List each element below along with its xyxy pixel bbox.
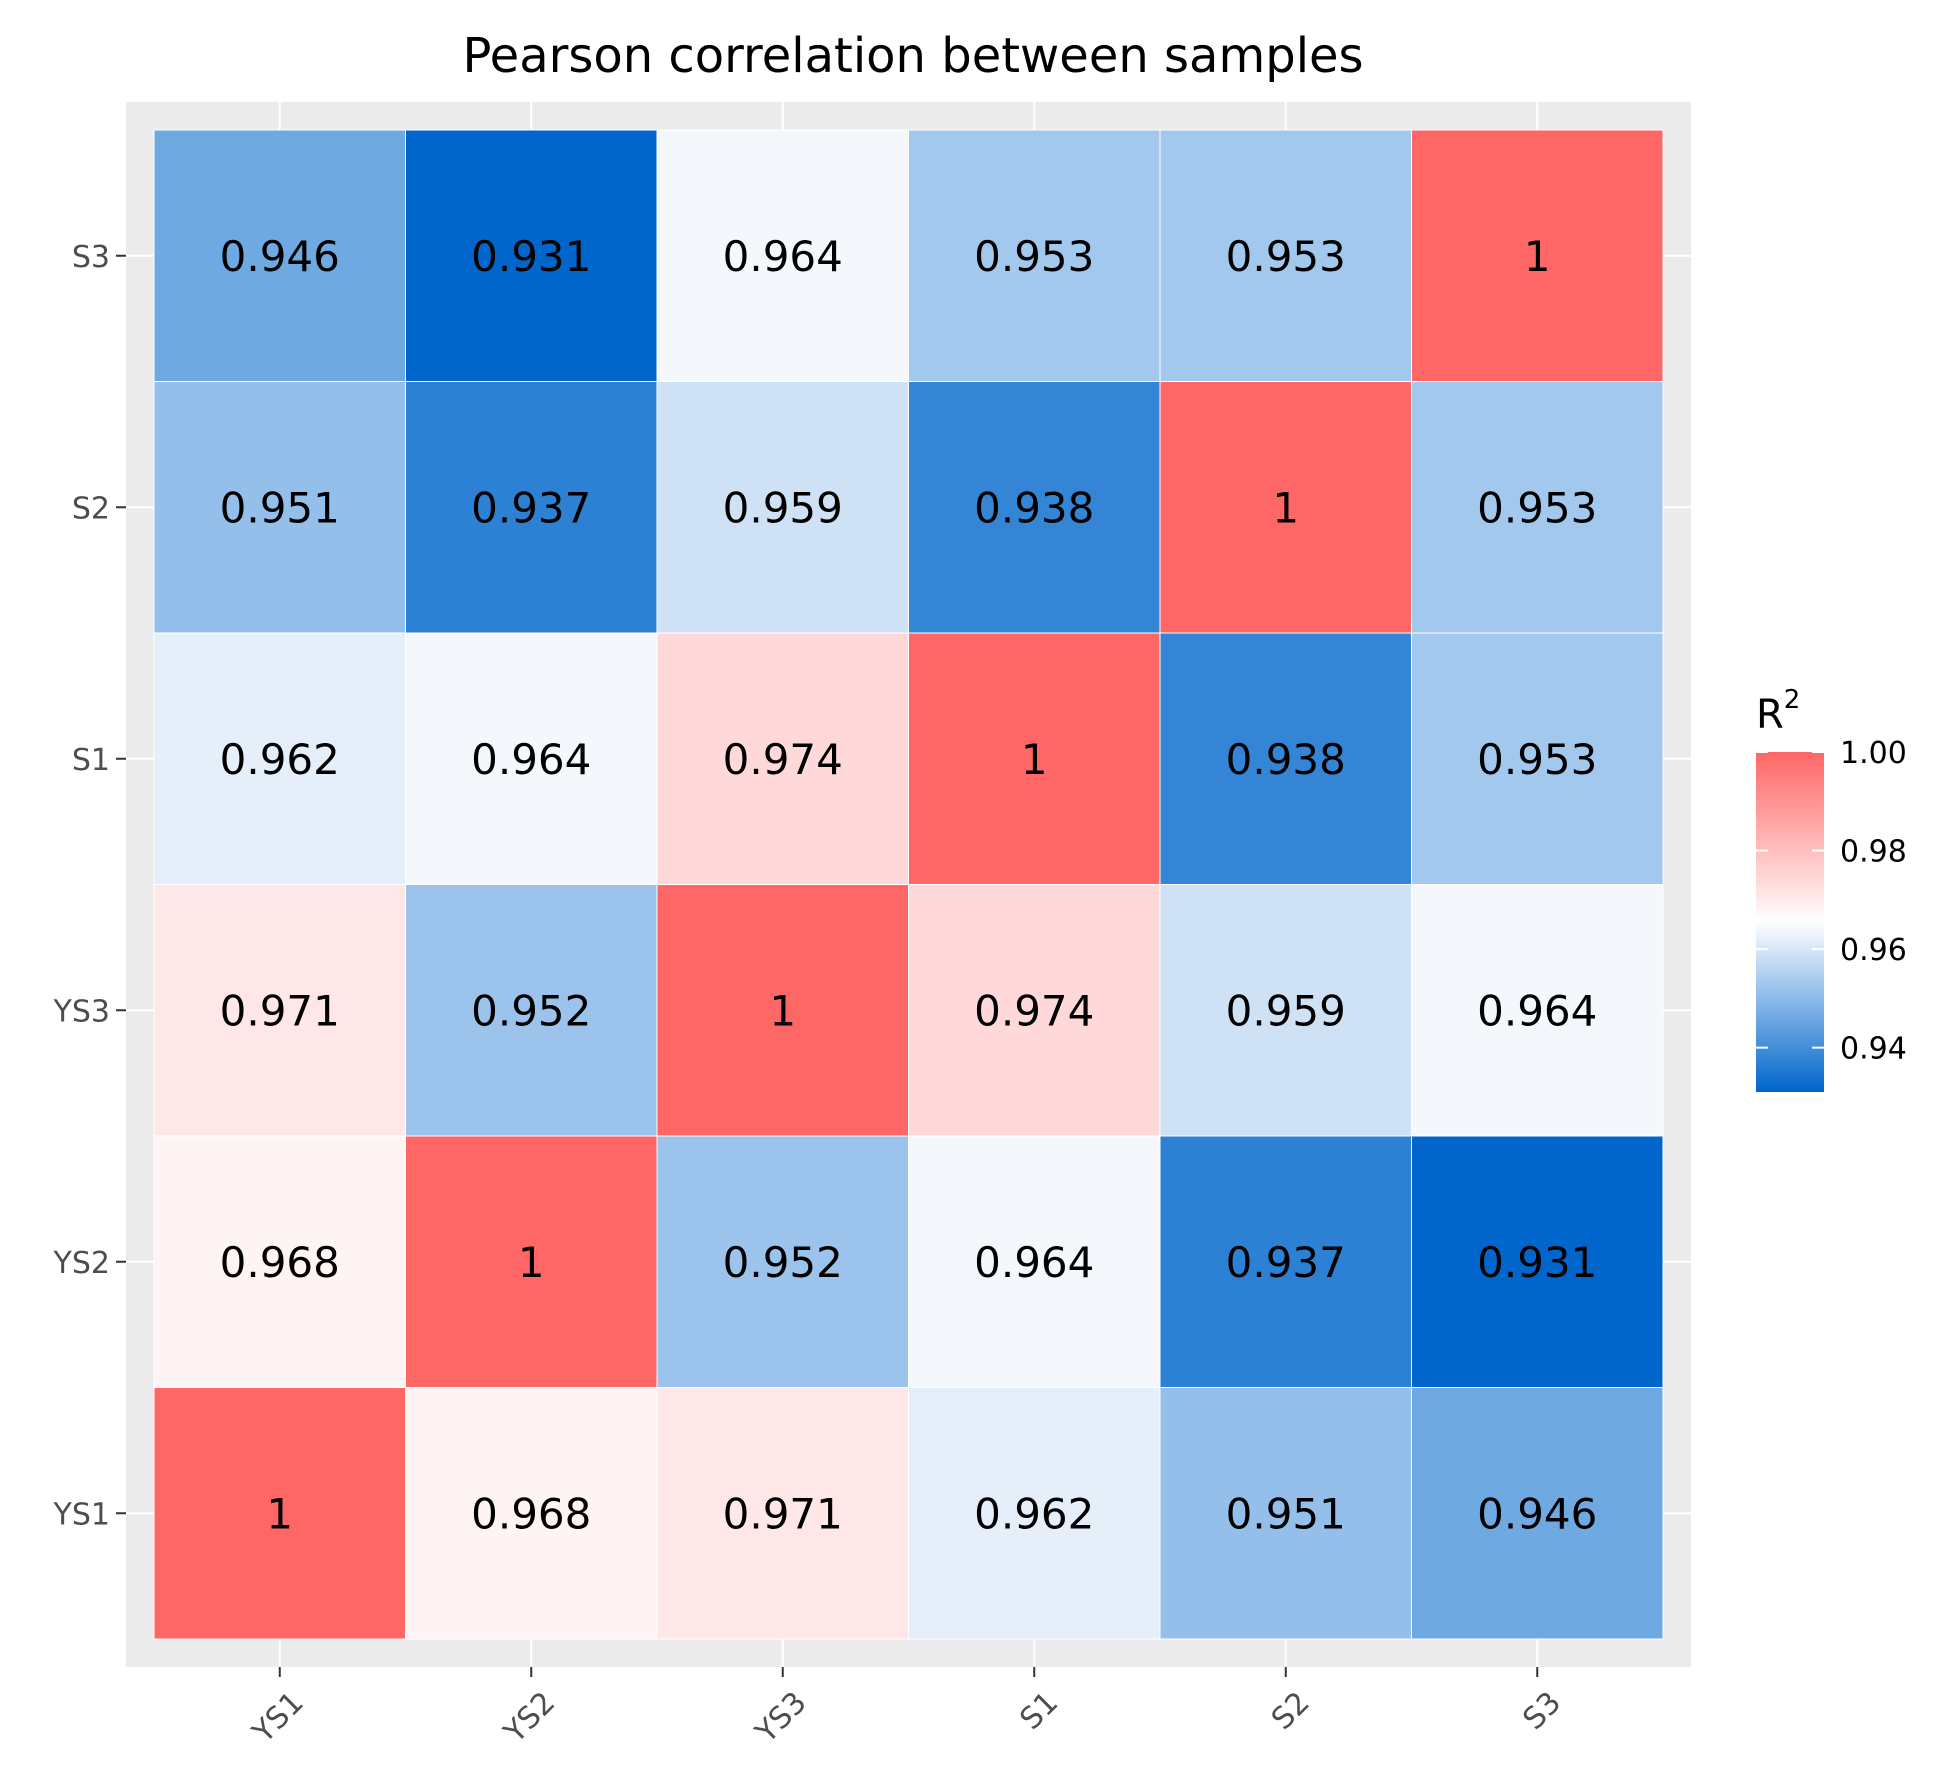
heatmap-cell (1159, 129, 1412, 382)
cell-value-label: 0.946 (220, 232, 340, 281)
heatmap-cell (1159, 1387, 1412, 1640)
heatmap-cell (405, 129, 658, 382)
heatmap-cell (908, 129, 1161, 382)
y-tick-label: S1 (72, 743, 110, 778)
heatmap-cell (1411, 129, 1664, 382)
heatmap-cell (1159, 884, 1412, 1137)
cell-value-label: 0.959 (1226, 986, 1346, 1035)
color-legend: R2 1.00 0.98 0.96 0.94 (1756, 685, 1907, 1092)
legend-tick-label: 0.96 (1840, 933, 1907, 968)
heatmap-cell (153, 884, 406, 1137)
heatmap-cell (1411, 632, 1664, 885)
heatmap-cell (153, 632, 406, 885)
cell-value-label: 0.974 (974, 986, 1094, 1035)
cell-value-label: 1 (769, 986, 796, 1035)
y-tick-label: S3 (72, 240, 110, 275)
cell-value-label: 0.964 (723, 232, 843, 281)
cell-value-label: 0.953 (974, 232, 1094, 281)
heatmap-cell (656, 884, 909, 1137)
heatmap-cell (656, 1387, 909, 1640)
x-tick-label: S1 (1013, 1685, 1065, 1737)
cell-value-label: 0.964 (974, 1238, 1094, 1287)
cell-value-label: 0.931 (471, 232, 591, 281)
cell-value-label: 0.937 (471, 483, 591, 532)
cell-value-label: 0.953 (1477, 735, 1597, 784)
cell-value-label: 0.962 (220, 735, 340, 784)
x-tick-label: YS2 (497, 1685, 562, 1750)
legend-tick-label: 0.98 (1840, 835, 1907, 870)
heatmap-cell (1159, 632, 1412, 885)
heatmap-cell (908, 1135, 1161, 1388)
heatmap-cell (1411, 1135, 1664, 1388)
cell-value-label: 0.938 (974, 483, 1094, 532)
legend-ticks: 1.00 0.98 0.96 0.94 (1756, 736, 1907, 1067)
cell-value-label: 0.959 (723, 483, 843, 532)
cell-value-label: 0.964 (471, 735, 591, 784)
cell-value-label: 1 (1021, 735, 1048, 784)
heatmap-cell (908, 1387, 1161, 1640)
cell-value-label: 0.952 (723, 1238, 843, 1287)
cell-value-label: 1 (1524, 232, 1551, 281)
y-axis: YS1 YS2 YS3 S1 S2 S3 (53, 240, 126, 1532)
cell-value-label: 0.953 (1477, 483, 1597, 532)
x-tick-label: S2 (1265, 1685, 1317, 1737)
heatmap-cell (405, 632, 658, 885)
cell-value-label: 0.953 (1226, 232, 1346, 281)
cell-value-label: 0.937 (1226, 1238, 1346, 1287)
heatmap-cell (405, 884, 658, 1137)
cell-value-label: 1 (518, 1238, 545, 1287)
heatmap-cell (656, 381, 909, 634)
cell-value-label: 0.951 (220, 483, 340, 532)
cell-value-label: 0.931 (1477, 1238, 1597, 1287)
heatmap-cell (1411, 1387, 1664, 1640)
heatmap-cells (153, 129, 1664, 1640)
heatmap-cell (153, 1387, 406, 1640)
cell-value-label: 0.974 (723, 735, 843, 784)
x-tick-label: S3 (1516, 1685, 1568, 1737)
cell-value-label: 0.951 (1226, 1489, 1346, 1538)
heatmap-cell (1159, 381, 1412, 634)
legend-tick-label: 1.00 (1840, 736, 1907, 771)
heatmap-cell (1411, 884, 1664, 1137)
cell-value-label: 0.962 (974, 1489, 1094, 1538)
cell-value-label: 1 (1272, 483, 1299, 532)
y-tick-label: YS2 (53, 1246, 110, 1281)
heatmap-cell (1411, 381, 1664, 634)
heatmap-cell (908, 632, 1161, 885)
heatmap-cell (908, 381, 1161, 634)
heatmap-cell-labels: 1 0.968 0.971 0.962 0.951 0.946 0.968 1 0.952 0.9… (220, 232, 1598, 1539)
x-tick-label: YS1 (245, 1685, 310, 1750)
heatmap-cell (405, 1135, 658, 1388)
x-axis: YS1 YS2 YS3 S1 S2 S3 (245, 1667, 1568, 1751)
legend-title-base: R (1756, 692, 1784, 738)
heatmap-cell (656, 632, 909, 885)
cell-value-label: 0.946 (1477, 1489, 1597, 1538)
heatmap-cell (656, 1135, 909, 1388)
legend-title: R2 (1756, 685, 1800, 738)
heatmap-cell (153, 381, 406, 634)
legend-colorbar (1756, 752, 1824, 1092)
heatmap-cell (1159, 1135, 1412, 1388)
legend-title-superscript: 2 (1784, 685, 1801, 715)
y-tick-label: S2 (72, 491, 110, 526)
cell-value-label: 0.968 (471, 1489, 591, 1538)
heatmap-cell (656, 129, 909, 382)
heatmap-cell (405, 381, 658, 634)
cell-value-label: 0.971 (723, 1489, 843, 1538)
cell-value-label: 0.952 (471, 986, 591, 1035)
cell-value-label: 0.971 (220, 986, 340, 1035)
y-tick-label: YS1 (53, 1497, 110, 1532)
cell-value-label: 0.964 (1477, 986, 1597, 1035)
cell-value-label: 0.968 (220, 1238, 340, 1287)
cell-value-label: 1 (266, 1489, 293, 1538)
cell-value-label: 0.938 (1226, 735, 1346, 784)
chart-title: Pearson correlation between samples (462, 28, 1363, 84)
legend-tick-label: 0.94 (1840, 1032, 1907, 1067)
x-tick-label: YS3 (748, 1685, 813, 1750)
y-tick-label: YS3 (53, 994, 110, 1029)
